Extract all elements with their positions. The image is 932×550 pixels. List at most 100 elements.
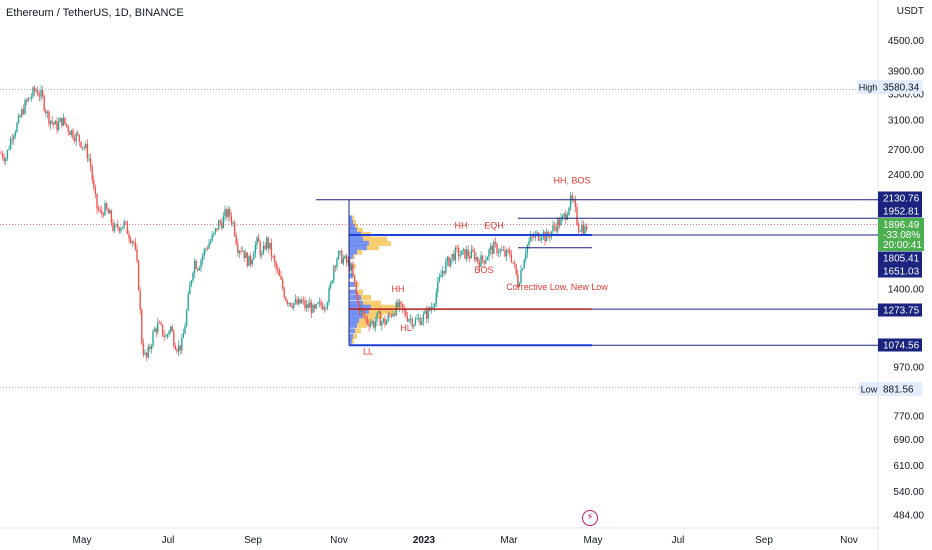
candle-body	[126, 222, 129, 235]
candle-body	[259, 241, 261, 256]
candle-body	[78, 134, 81, 142]
candle-body	[241, 250, 244, 252]
candle-body	[16, 123, 18, 133]
candle-body	[24, 100, 26, 114]
candle-body	[433, 304, 436, 308]
candle-body	[443, 271, 445, 274]
level-price-tag	[878, 204, 922, 218]
candle-body	[422, 313, 425, 321]
candle-body	[574, 199, 577, 207]
candle-body	[213, 232, 215, 235]
candle-body	[165, 336, 167, 338]
level-lines	[316, 199, 878, 347]
volume-profile-yellow-bar	[357, 289, 363, 295]
candle-body	[515, 264, 517, 275]
candle-body	[27, 98, 29, 102]
candle-body	[133, 241, 135, 243]
candle-body	[190, 280, 193, 286]
candle-body	[97, 208, 100, 211]
candle-body	[341, 250, 343, 264]
level-price-tag	[878, 338, 922, 352]
candle-body	[225, 209, 228, 217]
price-tick-label: 2700.00	[888, 145, 925, 156]
candle-body	[481, 255, 484, 261]
candle-body	[478, 262, 481, 267]
level-price-tag	[878, 191, 922, 205]
volume-profile-blue-bar	[349, 245, 367, 251]
candle-body	[302, 299, 305, 301]
annotation-label: HH, BOS	[553, 175, 590, 185]
candle-body	[3, 157, 5, 162]
candle-body	[13, 135, 15, 140]
volume-profile-blue-bar	[349, 282, 355, 288]
candle-body	[552, 225, 554, 232]
candle-body	[200, 260, 202, 268]
candle-body	[246, 252, 249, 267]
candle-body	[121, 226, 124, 229]
candle-body	[344, 255, 346, 259]
candle-body	[117, 224, 119, 228]
candle-body	[533, 236, 535, 238]
candle-body	[445, 261, 447, 274]
candle-body	[333, 265, 335, 281]
candle-body	[171, 326, 173, 332]
candle-body	[289, 302, 292, 306]
high-label-tag	[857, 80, 879, 94]
time-tick-label: 2023	[413, 535, 436, 546]
annotation-label: HL	[400, 323, 412, 333]
candle-body	[22, 109, 25, 114]
candle-body	[69, 131, 71, 135]
candle-body	[51, 120, 53, 123]
time-tick-label: Jul	[162, 535, 175, 546]
candle-body	[101, 210, 103, 215]
candle-body	[381, 321, 383, 326]
candle-body	[435, 292, 437, 305]
time-tick-label: Nov	[840, 535, 858, 546]
candle-body	[41, 90, 44, 97]
candle-body	[9, 138, 12, 150]
candle-body	[465, 249, 468, 259]
candle-body	[198, 267, 201, 271]
candle-body	[65, 124, 68, 127]
candle-body	[558, 219, 561, 226]
candle-body	[25, 100, 28, 102]
candle-body	[176, 349, 178, 352]
candle-body	[312, 304, 314, 313]
candle-body	[221, 222, 223, 229]
candle-body	[136, 248, 138, 261]
candle-body	[376, 312, 378, 322]
tradingview-logo-icon[interactable]: ⚡	[582, 510, 598, 526]
candle-body	[368, 323, 370, 327]
candle-body	[19, 115, 21, 117]
candle-body	[357, 293, 359, 303]
candle-body	[285, 297, 287, 302]
candle-body	[56, 121, 58, 131]
price-tick-label: 610.00	[893, 461, 924, 472]
volume-profile-yellow-bar	[363, 300, 381, 306]
candle-body	[569, 195, 572, 208]
candle-body	[568, 207, 570, 215]
candle-body	[83, 146, 85, 148]
candle-body	[240, 250, 242, 252]
candle-body	[187, 294, 189, 311]
volume-profile-blue-bar	[349, 224, 355, 230]
candle-body	[408, 319, 410, 322]
candle-body	[270, 242, 273, 257]
candle-body	[227, 209, 229, 217]
candle-body	[8, 149, 10, 150]
candle-body	[275, 262, 277, 269]
candle-body	[86, 143, 89, 159]
candle-body	[134, 242, 137, 249]
volume-profile-yellow-bar	[353, 333, 357, 339]
candle-body	[317, 302, 319, 305]
level-price-value: 1952.81	[883, 207, 920, 218]
candle-body	[393, 314, 396, 316]
candle-body	[105, 203, 108, 210]
candle-body	[323, 307, 325, 310]
candle-body	[237, 244, 239, 254]
candle-body	[153, 328, 156, 332]
volume-profile-yellow-bar	[355, 224, 358, 230]
candle-body	[477, 257, 479, 263]
